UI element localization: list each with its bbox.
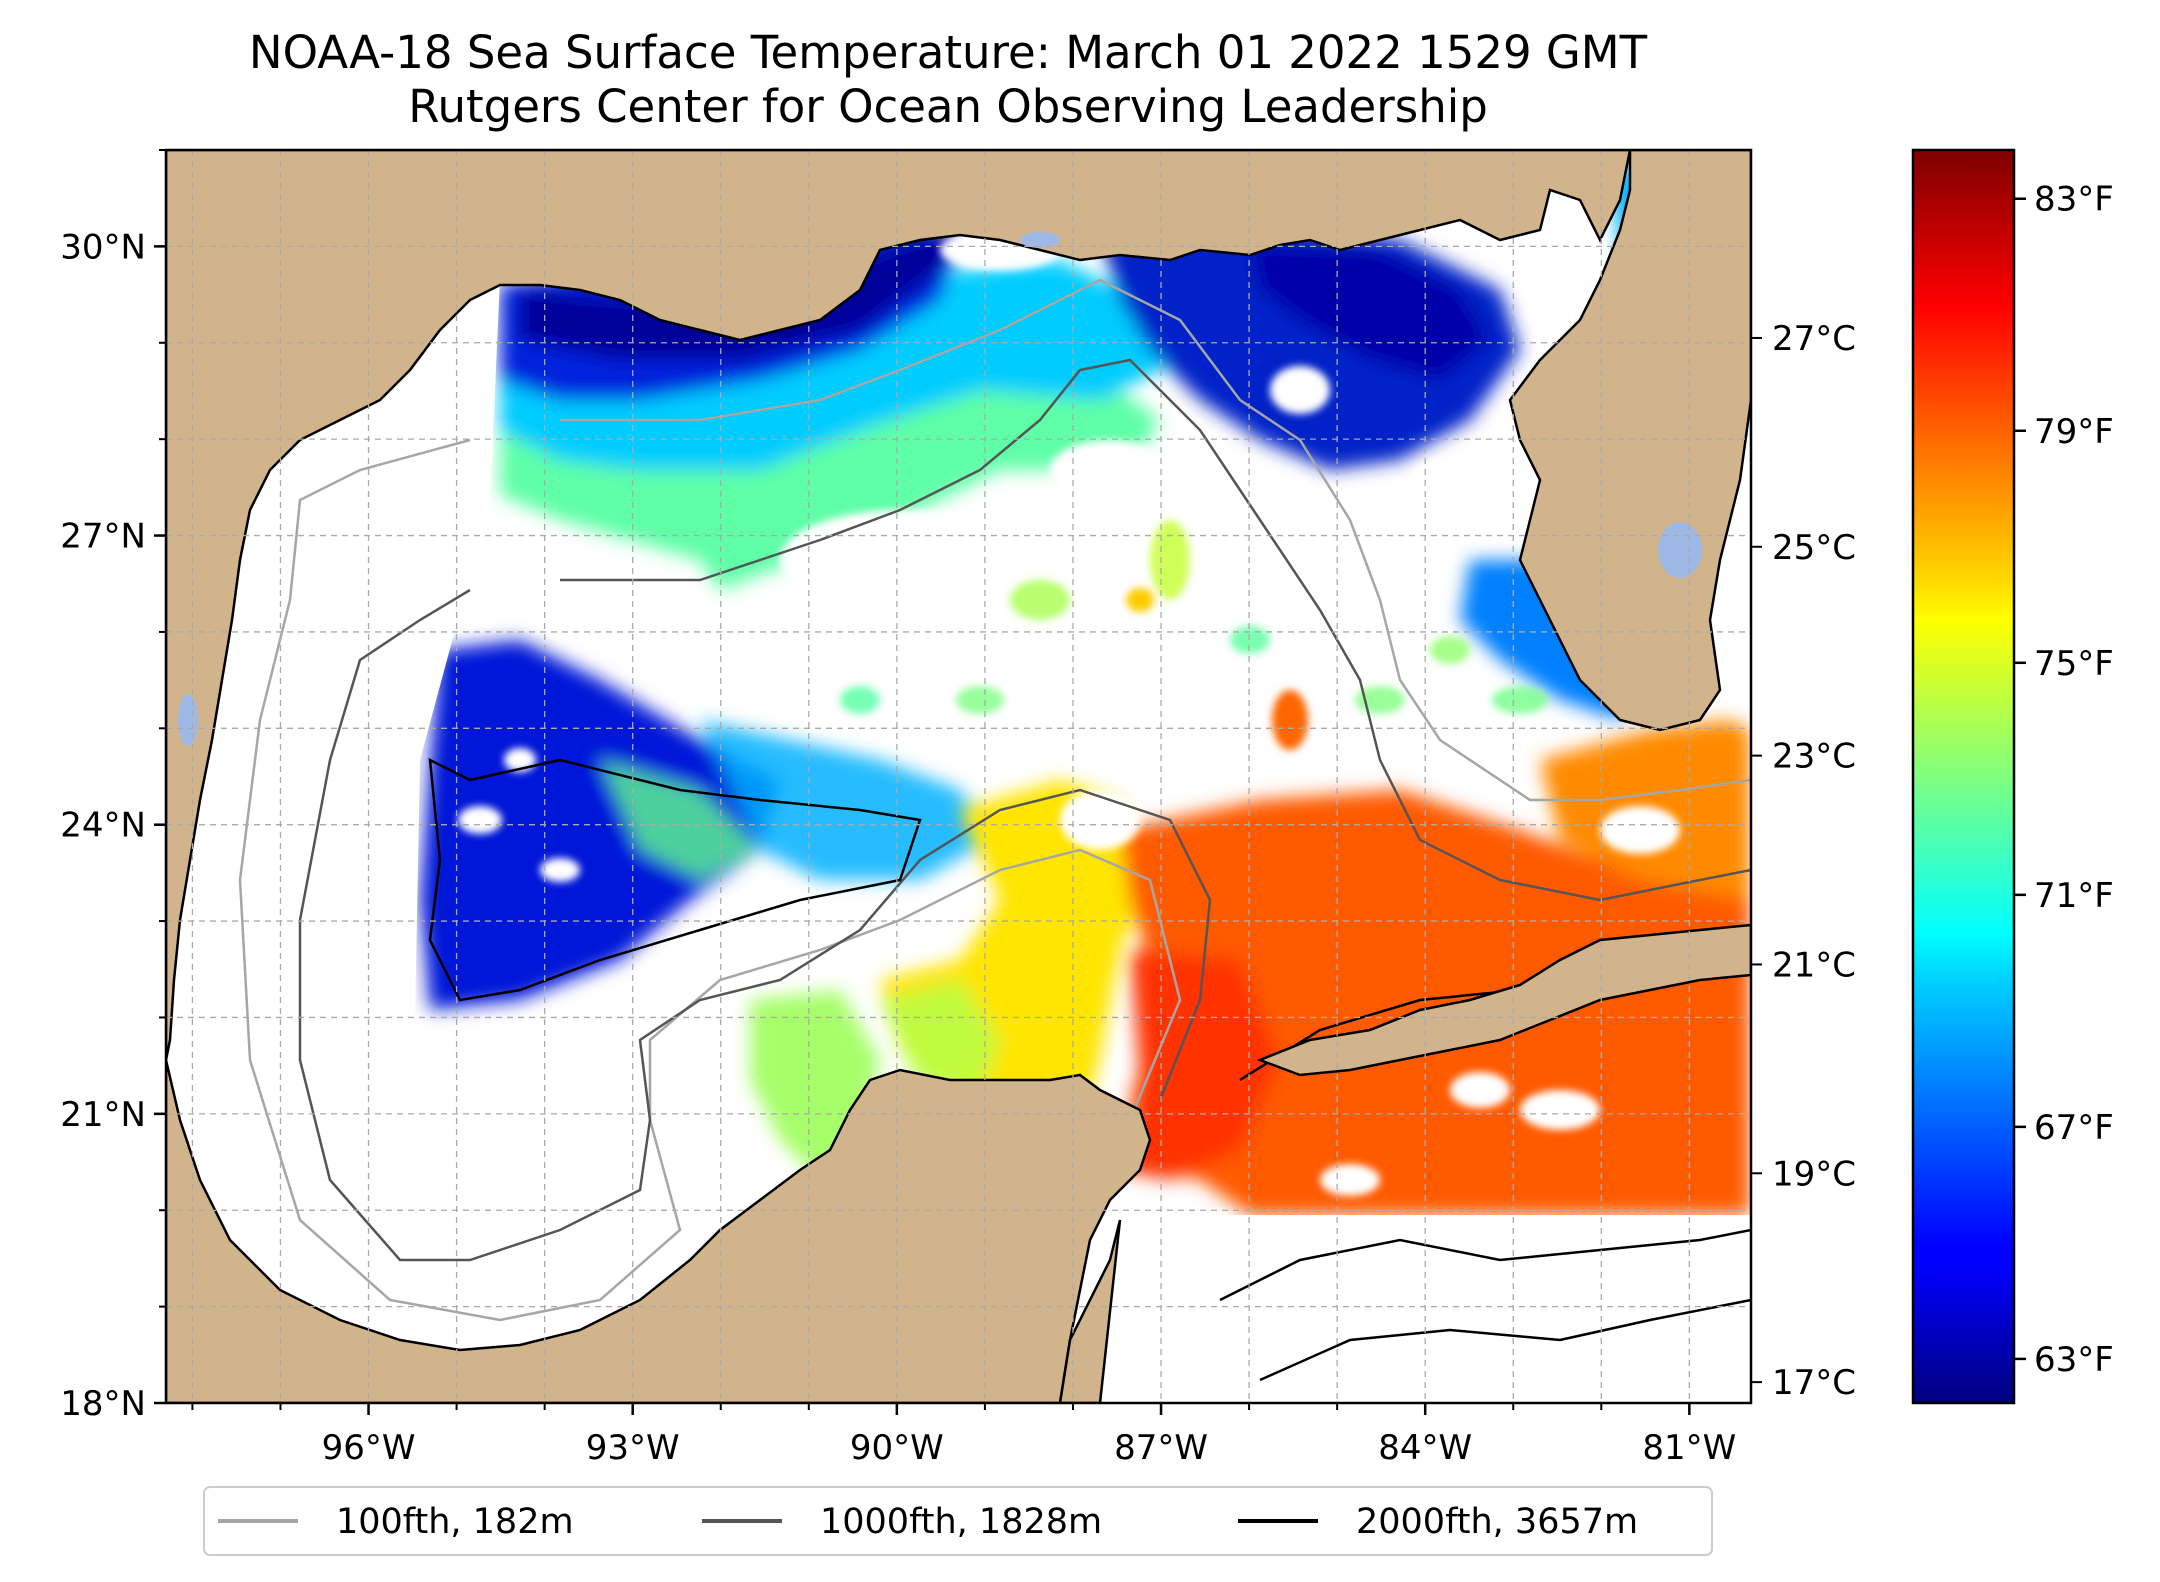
colorbar-celsius-ticks: 27°C 25°C 23°C 21°C 19°C 17°C (1752, 319, 1856, 1403)
lon-tick-label: 87°W (1114, 1428, 1208, 1468)
legend-item-100fth: 100fth, 182m (218, 1502, 574, 1542)
sst-darkblue-east (1250, 245, 1490, 380)
lakes (178, 232, 1702, 746)
map-frame (164, 148, 1753, 1405)
land-mexico (166, 1059, 1152, 1403)
colorbar-fahrenheit-ticks: 83°F 79°F 75°F 71°F 67°F 63°F (2014, 180, 2114, 1380)
lake-west (178, 694, 198, 746)
sst-darkblue-core (520, 230, 960, 360)
celsius-tick-label: 19°C (1772, 1154, 1856, 1194)
lake-okeechobee (1658, 522, 1702, 578)
fahrenheit-tick-label: 79°F (2034, 412, 2114, 452)
celsius-tick-label: 17°C (1772, 1363, 1856, 1403)
legend-item-1000fth: 1000fth, 1828m (702, 1502, 1102, 1542)
fahrenheit-tick-label: 75°F (2034, 644, 2114, 684)
celsius-tick-label: 27°C (1772, 319, 1856, 359)
legend: 100fth, 182m 1000fth, 1828m 2000fth, 365… (203, 1486, 1713, 1556)
lat-tick-label: 27°N (60, 517, 146, 557)
lat-tick-label: 21°N (60, 1095, 146, 1135)
lat-tick-label: 18°N (60, 1384, 146, 1424)
lake-pontchartrain (1020, 232, 1060, 248)
bathymetry (238, 278, 1751, 1382)
legend-item-2000fth: 2000fth, 3657m (1238, 1502, 1638, 1542)
celsius-tick-label: 23°C (1772, 737, 1856, 777)
fahrenheit-tick-label: 63°F (2034, 1340, 2114, 1380)
axis-ticks: 96°W 93°W 90°W 87°W 84°W 81°W 30°N 27°N 24°N 21°N… (60, 149, 1736, 1468)
gridlines (166, 150, 1751, 1403)
lon-tick-label: 93°W (586, 1428, 680, 1468)
land (166, 150, 1751, 1403)
lon-tick-label: 96°W (322, 1428, 416, 1468)
celsius-tick-label: 21°C (1772, 945, 1856, 985)
legend-box (203, 1486, 1713, 1556)
lat-tick-label: 30°N (60, 227, 146, 267)
sst-west-green (600, 760, 760, 880)
title-line-1: NOAA-18 Sea Surface Temperature: March 0… (249, 26, 1648, 79)
land-central-america (1058, 1219, 1122, 1403)
celsius-tick-label: 25°C (1772, 528, 1856, 568)
swath-mask-south (1150, 1215, 1751, 1403)
land-florida (1508, 150, 1751, 732)
land-us-north (166, 150, 1632, 1061)
sst-west-cyan (700, 720, 990, 880)
lon-tick-label: 90°W (850, 1428, 944, 1468)
title-line-2: Rutgers Center for Ocean Observing Leade… (408, 80, 1488, 133)
legend-label-2000fth: 2000fth, 3657m (1356, 1502, 1638, 1542)
fahrenheit-tick-label: 83°F (2034, 180, 2114, 220)
fahrenheit-tick-label: 67°F (2034, 1108, 2114, 1148)
colorbar: 27°C 25°C 23°C 21°C 19°C 17°C 83°F 79°F 75°F 71°… (1752, 148, 2114, 1405)
isobath-1000fth (298, 358, 1751, 1262)
lon-tick-label: 81°W (1642, 1428, 1736, 1468)
fahrenheit-tick-label: 71°F (2034, 876, 2114, 916)
legend-label-1000fth: 1000fth, 1828m (820, 1502, 1102, 1542)
legend-label-100fth: 100fth, 182m (336, 1502, 574, 1542)
isobath-100fth (238, 278, 1751, 1322)
sst-campeche-green (880, 980, 1000, 1090)
colorbar-gradient (1911, 148, 2016, 1405)
lat-tick-label: 24°N (60, 806, 146, 846)
lon-tick-label: 84°W (1378, 1428, 1472, 1468)
map-panel (166, 150, 1751, 1403)
sst-yucatan-red (1120, 950, 1280, 1180)
